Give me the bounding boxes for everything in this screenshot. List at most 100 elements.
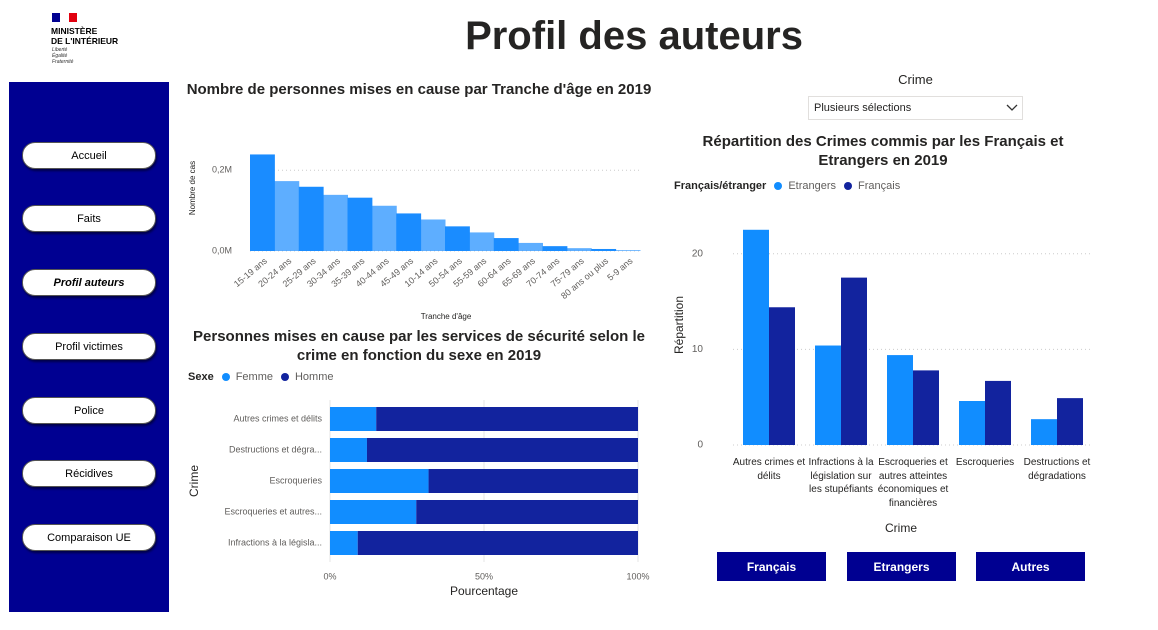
filter-button[interactable]: Etrangers bbox=[847, 552, 956, 581]
legend-label: Homme bbox=[294, 371, 334, 383]
chart-title: Personnes mises en cause par les service… bbox=[193, 328, 645, 364]
chevron bbox=[1006, 104, 1018, 111]
x-tick-label: 5-9 ans bbox=[605, 255, 635, 282]
bar bbox=[743, 229, 769, 445]
legend-dot bbox=[221, 373, 230, 381]
bar bbox=[841, 277, 867, 445]
bar-segment bbox=[416, 500, 638, 524]
bar-segment bbox=[330, 531, 358, 555]
logo-text: MINISTÈRE DE L'INTÉRIEUR bbox=[51, 26, 118, 46]
legend-label: Femme bbox=[235, 371, 273, 383]
x-tick-label: 0% bbox=[323, 571, 336, 581]
legend-title: Sexe bbox=[188, 371, 214, 383]
y-tick-label: 0 bbox=[697, 440, 703, 451]
nav-button[interactable]: Accueil bbox=[22, 142, 156, 169]
area-step bbox=[298, 186, 324, 251]
bar-segment bbox=[376, 407, 638, 431]
nav-button[interactable]: Comparaison UE bbox=[22, 524, 156, 551]
x-tick-label: Autres crimes et délits bbox=[732, 457, 806, 482]
y-axis-label: Nombre de cas bbox=[188, 161, 197, 215]
x-tick-label: 100% bbox=[626, 571, 649, 581]
bar-segment bbox=[330, 469, 429, 493]
bar-segment bbox=[330, 500, 417, 524]
chart-title: Nombre de personnes mises en cause par T… bbox=[186, 81, 652, 98]
y-tick-label: 0,0M bbox=[212, 245, 232, 255]
area-step bbox=[542, 246, 568, 251]
y-tick-label: 10 bbox=[692, 344, 704, 355]
area-step bbox=[591, 248, 617, 251]
bar bbox=[769, 307, 795, 445]
motto: Fraternité bbox=[52, 59, 74, 65]
bar bbox=[913, 370, 939, 445]
legend-title: Français/étranger bbox=[674, 180, 767, 192]
bar bbox=[815, 345, 841, 445]
y-tick-label: 20 bbox=[692, 248, 704, 259]
area-step bbox=[274, 181, 300, 251]
area-step bbox=[493, 238, 519, 251]
bar bbox=[1031, 419, 1057, 445]
bar bbox=[887, 355, 913, 445]
x-tick-label: Destructions et dégradations bbox=[1023, 457, 1091, 482]
y-tick-label: Destructions et dégra... bbox=[229, 444, 322, 454]
bar-segment bbox=[366, 438, 638, 462]
legend-label: Français bbox=[858, 180, 901, 192]
legend-dot bbox=[280, 373, 289, 381]
area-step bbox=[347, 197, 373, 251]
x-tick-label: Escroqueries bbox=[955, 457, 1015, 468]
slicer-label: Crime bbox=[898, 72, 933, 87]
flag bbox=[52, 13, 77, 22]
bar bbox=[959, 401, 985, 445]
x-axis-label: Pourcentage bbox=[450, 584, 518, 598]
area-step bbox=[566, 248, 592, 251]
logo-line: MINISTÈRE bbox=[51, 26, 98, 36]
y-tick-label: Escroqueries bbox=[269, 475, 322, 485]
bar-segment bbox=[357, 531, 638, 555]
nav-button[interactable]: Récidives bbox=[22, 460, 156, 487]
nav-button[interactable]: Profil victimes bbox=[22, 333, 156, 360]
filter-button[interactable]: Français bbox=[717, 552, 826, 581]
y-tick-label: Autres crimes et délits bbox=[233, 413, 322, 423]
x-tick-label: Infractions à la législation sur les stu… bbox=[808, 457, 874, 495]
logo-line: DE L'INTÉRIEUR bbox=[51, 36, 119, 46]
x-tick-label: Escroqueries et autres atteintes économi… bbox=[877, 457, 949, 509]
slicer-dropdown[interactable]: Plusieurs sélections bbox=[808, 96, 1023, 120]
y-tick-label: 0,2M bbox=[212, 165, 232, 175]
x-axis-label: Tranche d'âge bbox=[421, 312, 472, 321]
area-step bbox=[615, 250, 641, 251]
x-tick-label: 50% bbox=[475, 571, 493, 581]
chart-title: Répartition des Crimes commis par les Fr… bbox=[702, 133, 1064, 169]
area-step bbox=[518, 242, 543, 251]
bar-segment bbox=[330, 438, 367, 462]
legend-dot bbox=[844, 182, 853, 190]
motto: Liberté bbox=[52, 47, 68, 53]
filter-button[interactable]: Autres bbox=[976, 552, 1085, 581]
area-step bbox=[250, 154, 275, 251]
legend-dot bbox=[774, 182, 783, 190]
nav-button[interactable]: Police bbox=[22, 397, 156, 424]
area-step bbox=[469, 232, 495, 251]
y-tick-label: Infractions à la législa... bbox=[228, 537, 322, 547]
bar bbox=[1057, 398, 1083, 445]
bar-segment bbox=[428, 469, 638, 493]
slicer-value: Plusieurs sélections bbox=[814, 102, 912, 114]
bar bbox=[985, 380, 1011, 445]
legend-label: Etrangers bbox=[788, 180, 837, 192]
y-tick-label: Escroqueries et autres... bbox=[224, 506, 322, 516]
area-step bbox=[396, 213, 422, 251]
legend: Français/étranger Etrangers Français bbox=[674, 180, 904, 192]
area-step bbox=[323, 194, 348, 251]
motto: Égalité bbox=[52, 53, 68, 59]
page-title: Profil des auteurs bbox=[465, 14, 803, 58]
nav-button[interactable]: Profil auteurs bbox=[22, 269, 156, 296]
legend: Sexe Femme Homme bbox=[188, 371, 338, 383]
y-axis-label: Répartition bbox=[672, 296, 686, 354]
x-axis-label: Crime bbox=[885, 521, 917, 535]
area-step bbox=[420, 219, 446, 251]
nav-button[interactable]: Faits bbox=[22, 205, 156, 232]
area-step bbox=[445, 226, 470, 251]
logo-motto: Liberté Égalité Fraternité bbox=[52, 47, 73, 65]
y-axis-label: Crime bbox=[187, 465, 201, 497]
bar-segment bbox=[330, 407, 377, 431]
